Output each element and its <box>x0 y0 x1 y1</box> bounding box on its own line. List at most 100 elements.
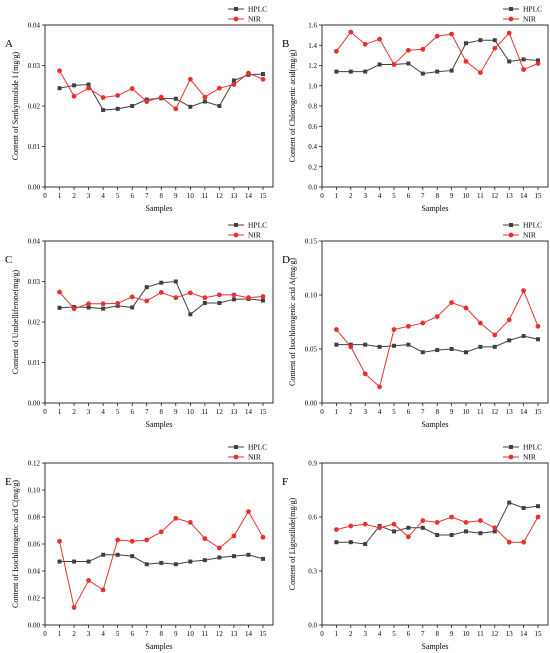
data-point-nir <box>231 533 237 539</box>
data-point-nir <box>463 59 469 64</box>
x-tick-label: 0 <box>43 192 47 200</box>
data-point-nir <box>420 46 426 52</box>
panel-b: B0 1 2 3 4 5 6 7 8 9 10 11 12 13 14 150.00.20.40.60.81.… <box>282 5 549 213</box>
data-point-hplc <box>492 344 497 349</box>
data-point-nir <box>187 290 193 296</box>
data-point-nir <box>478 70 483 75</box>
data-point-nir <box>158 290 164 295</box>
panel-letter: E <box>5 476 12 488</box>
x-tick-label: 6 <box>130 630 134 638</box>
data-point-nir <box>406 47 411 53</box>
legend-marker-hplc <box>234 445 238 449</box>
data-point-hplc <box>435 69 440 74</box>
x-tick-label: 11 <box>201 192 208 200</box>
panel-a: A0 1 2 3 4 5 6 7 8 9 10 11 12 13 14 150.000.010.020.030… <box>5 5 274 213</box>
data-point-hplc <box>261 298 265 303</box>
data-point-hplc <box>435 348 440 353</box>
x-tick-label: 12 <box>491 630 499 638</box>
data-point-nir <box>391 62 397 67</box>
data-point-nir <box>57 538 62 544</box>
data-point-hplc <box>334 540 339 545</box>
panel-c: C0 1 2 3 4 5 6 7 8 9 10 11 12 13 14 150.000.010.020.030… <box>5 221 274 429</box>
y-tick-label: 0.10 <box>28 487 41 495</box>
data-point-nir <box>260 294 266 299</box>
y-axis-label: Content of Ligustilide(mg/g) <box>288 497 297 590</box>
data-point-hplc <box>363 69 368 74</box>
data-point-hplc <box>348 540 353 545</box>
data-point-nir <box>115 537 121 543</box>
y-tick-label: 0.02 <box>28 319 41 327</box>
data-point-hplc <box>521 506 526 510</box>
data-point-hplc <box>115 552 120 557</box>
x-tick-label: 15 <box>535 408 543 416</box>
data-point-nir <box>202 536 208 541</box>
data-point-nir <box>129 86 135 91</box>
y-tick-label: 0.05 <box>305 346 318 354</box>
panel-f: F0 1 2 3 4 5 6 7 8 9 10 11 12 13 14 150.00.30.60.9Sampl… <box>282 443 549 651</box>
x-axis-label: Samples <box>145 420 172 429</box>
legend-label-nir: NIR <box>248 15 261 24</box>
legend-label-hplc: HPLC <box>523 5 542 14</box>
x-tick-label: 7 <box>421 408 425 416</box>
data-point-nir <box>492 332 498 338</box>
panel-letter: F <box>282 476 288 488</box>
x-tick-label: 3 <box>363 630 367 638</box>
data-point-nir <box>86 85 91 91</box>
x-tick-label: 4 <box>378 408 382 416</box>
plot-frame <box>321 240 549 404</box>
data-point-hplc <box>392 529 396 534</box>
x-tick-label: 1 <box>335 192 339 200</box>
legend-marker-nir <box>508 232 514 238</box>
x-tick-label: 8 <box>435 630 439 638</box>
y-tick-label: 1.0 <box>308 82 317 90</box>
data-point-hplc <box>261 72 265 77</box>
x-tick-label: 4 <box>378 630 382 638</box>
data-point-nir <box>202 295 208 301</box>
x-tick-label: 0 <box>43 630 47 638</box>
x-axis-label: Samples <box>421 204 448 213</box>
x-tick-label: 0 <box>320 630 324 638</box>
data-point-hplc <box>261 556 265 561</box>
data-point-hplc <box>507 338 512 343</box>
y-tick-label: 1.2 <box>308 62 317 70</box>
data-point-hplc <box>536 504 540 509</box>
data-point-hplc <box>334 69 339 74</box>
x-tick-label: 1 <box>58 630 62 638</box>
data-point-hplc <box>188 559 193 564</box>
data-point-nir <box>391 327 397 332</box>
x-axis-label: Samples <box>421 420 448 429</box>
data-point-nir <box>71 306 77 312</box>
x-tick-label: 15 <box>535 192 543 200</box>
data-point-hplc <box>521 57 526 62</box>
x-tick-label: 14 <box>520 192 528 200</box>
data-point-nir <box>420 320 426 326</box>
x-tick-label: 13 <box>230 630 238 638</box>
y-tick-label: 0.01 <box>28 143 41 151</box>
data-point-hplc <box>449 533 454 537</box>
data-point-nir <box>129 538 135 544</box>
x-tick-label: 4 <box>101 192 105 200</box>
x-tick-label: 5 <box>116 408 120 416</box>
x-tick-label: 12 <box>491 192 499 200</box>
data-point-hplc <box>492 38 497 43</box>
legend-label-hplc: HPLC <box>523 443 542 452</box>
x-tick-label: 11 <box>477 630 484 638</box>
data-point-hplc <box>507 59 512 64</box>
y-tick-label: 0.8 <box>308 103 317 111</box>
data-point-hplc <box>188 104 193 109</box>
x-tick-label: 10 <box>187 408 195 416</box>
x-tick-label: 9 <box>450 192 454 200</box>
data-point-nir <box>173 515 179 521</box>
x-tick-label: 8 <box>435 408 439 416</box>
legend-marker-nir <box>508 16 514 22</box>
x-tick-label: 6 <box>407 630 411 638</box>
legend-label-hplc: HPLC <box>248 5 267 14</box>
data-point-nir <box>334 527 339 532</box>
legend-marker-hplc <box>234 223 238 227</box>
legend-label-hplc: HPLC <box>248 443 267 452</box>
data-point-nir <box>173 106 179 112</box>
data-point-hplc <box>246 552 251 557</box>
